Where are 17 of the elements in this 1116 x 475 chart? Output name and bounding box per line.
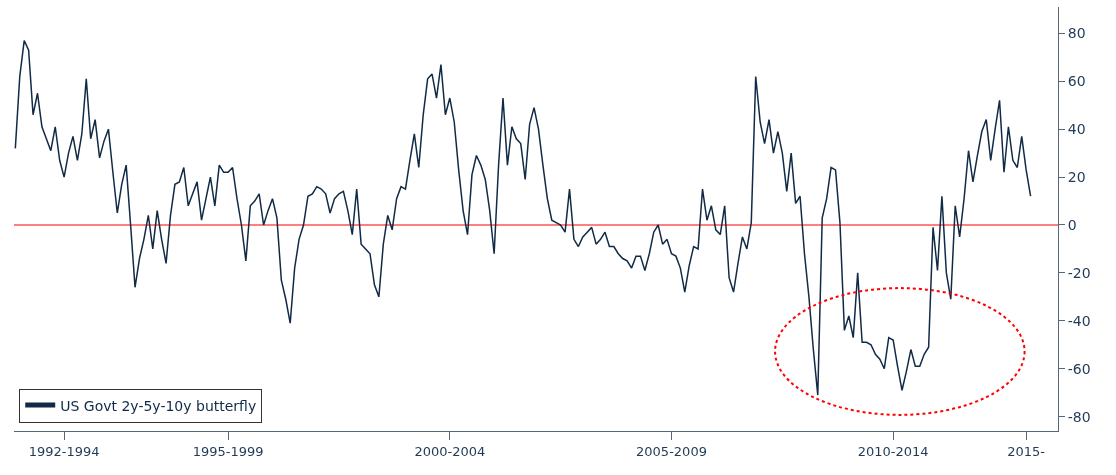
y-tick-label: -80 (1067, 408, 1091, 425)
legend-label: US Govt 2y-5y-10y butterfly (60, 397, 257, 414)
x-tick-label: 2005-2009 (636, 443, 707, 459)
y-tick-label: -40 (1067, 312, 1091, 329)
line-series (14, 39, 1032, 396)
x-tick-label: 2015- (1007, 443, 1046, 459)
x-tick-label: 2000-2004 (414, 443, 486, 459)
y-tick-label: 40 (1067, 121, 1086, 138)
y-tick-label: 60 (1067, 73, 1086, 90)
y-tick-label: -60 (1067, 360, 1091, 377)
y-tick-label: 80 (1067, 25, 1086, 42)
x-tick-label: 1992-1994 (28, 443, 100, 459)
x-tick-label: 2010-2014 (857, 443, 929, 459)
y-tick-label: 20 (1067, 168, 1086, 185)
y-tick-label: -20 (1067, 264, 1091, 281)
x-tick-label: 1995-1999 (192, 443, 264, 459)
y-tick-label: 0 (1067, 216, 1077, 233)
